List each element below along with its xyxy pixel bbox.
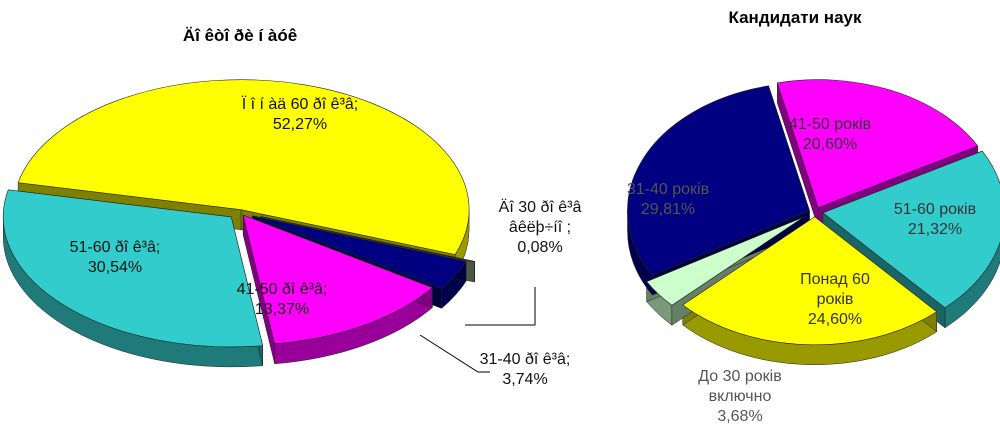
value-label: 13,37% xyxy=(254,301,310,318)
chart-title: Кандидати наук xyxy=(728,8,862,27)
slice xyxy=(627,85,810,276)
category-label: 31-40 ðî ê³â; xyxy=(479,351,571,368)
leader-line xyxy=(465,287,536,326)
category-label: До 30 років включно xyxy=(698,368,782,405)
leader-line xyxy=(419,334,490,373)
slice-label: 51-60 ðî ê³â; 30,54% xyxy=(65,238,165,278)
category-label: 51-60 років xyxy=(893,201,977,218)
chart-title: Äî êòî ðè í àóê xyxy=(182,26,298,45)
slice-label: 41-50 ðî ê³â; 13,37% xyxy=(232,280,332,320)
category-label: 51-60 ðî ê³â; xyxy=(69,239,161,256)
category-label: Понад 60 років xyxy=(800,271,870,308)
category-label: 31-40 років xyxy=(626,181,710,198)
slice xyxy=(646,216,804,306)
slice-label: 31-40 ðî ê³â; 3,74% xyxy=(475,350,575,390)
value-label: 20,60% xyxy=(802,136,858,153)
slice-label: Понад 60 років 24,60% xyxy=(785,270,885,330)
value-label: 21,32% xyxy=(907,221,963,238)
category-label: Ï î í àä 60 ðî ê³â; xyxy=(241,96,359,113)
value-label: 0,08% xyxy=(517,239,563,256)
slice xyxy=(682,216,938,346)
value-label: 3,68% xyxy=(717,408,763,425)
slice xyxy=(776,79,979,209)
slice-label: Ï î í àä 60 ðî ê³â; 52,27% xyxy=(230,95,370,135)
value-label: 3,74% xyxy=(502,371,548,388)
slice xyxy=(252,215,467,289)
category-label: 41-50 років xyxy=(788,116,872,133)
value-label: 30,54% xyxy=(87,259,143,276)
slice-label: До 30 років включно 3,68% xyxy=(695,367,785,427)
category-label: 41-50 ðî ê³â; xyxy=(236,281,328,298)
slice xyxy=(822,150,1000,309)
slice xyxy=(17,79,470,255)
category-label: Äî 30 ðî ê³â âêëþ÷íî ; xyxy=(498,199,582,236)
slice-label: 51-60 років 21,32% xyxy=(890,200,980,240)
value-label: 29,81% xyxy=(640,201,696,218)
slice xyxy=(242,214,433,345)
slice xyxy=(2,189,264,348)
slice-label: Äî 30 ðî ê³â âêëþ÷íî ; 0,08% xyxy=(480,198,600,258)
value-label: 24,60% xyxy=(807,311,863,328)
slice xyxy=(260,216,476,263)
value-label: 52,27% xyxy=(272,116,328,133)
slice-label: 31-40 років 29,81% xyxy=(623,180,713,220)
slice-label: 41-50 років 20,60% xyxy=(785,115,875,155)
